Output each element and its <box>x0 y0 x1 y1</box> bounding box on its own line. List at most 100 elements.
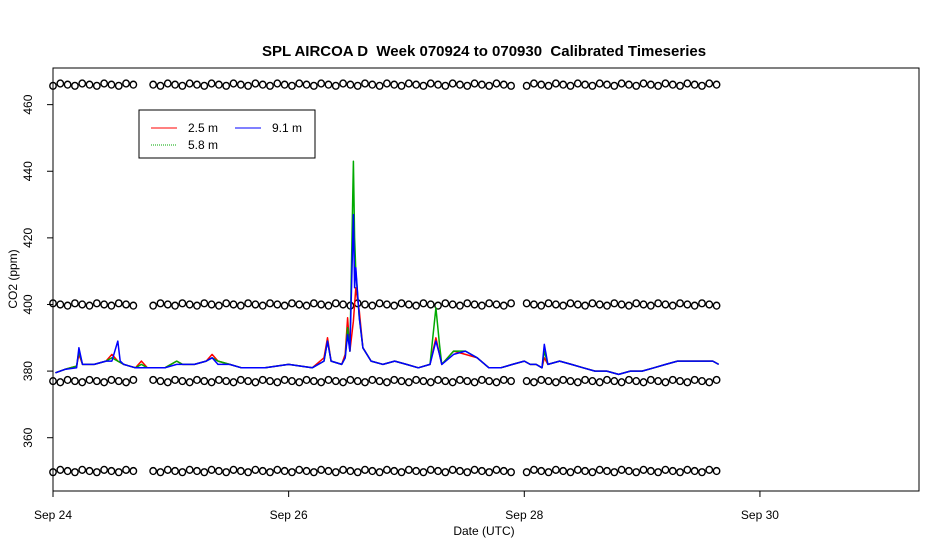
calibration-point <box>544 299 553 308</box>
calibration-point <box>698 468 706 477</box>
calibration-point <box>456 301 464 310</box>
calibration-point <box>698 81 706 90</box>
calibration-point <box>499 375 508 385</box>
calibration-point <box>485 299 494 308</box>
legend-box <box>138 109 316 159</box>
calibration-point <box>617 465 626 474</box>
calibration-point <box>412 466 421 476</box>
calibration-point <box>149 80 158 89</box>
calibration-point <box>339 79 347 88</box>
calibration-point <box>361 300 369 309</box>
calibration-point <box>129 301 138 310</box>
x-tick-label: Sep 28 <box>505 508 543 522</box>
calibration-point <box>588 376 597 386</box>
calibration-point <box>295 300 304 309</box>
calibration-point <box>492 378 501 387</box>
calibration-point <box>397 468 406 477</box>
calibration-point <box>266 468 274 477</box>
calibration-point <box>149 301 158 310</box>
calibration-point <box>236 301 245 310</box>
calibration-point <box>368 466 377 476</box>
calibration-point <box>236 466 245 476</box>
calibration-point <box>559 466 568 476</box>
series-line-9.1m <box>55 213 720 376</box>
calibration-point <box>273 300 282 309</box>
calibration-point <box>266 376 274 386</box>
calibration-point <box>353 376 362 386</box>
calibration-point <box>100 79 109 88</box>
calibration-point <box>485 81 494 90</box>
calibration-point <box>309 468 318 477</box>
calibration-point <box>522 81 531 90</box>
calibration-point <box>156 299 165 308</box>
calibration-point <box>361 378 369 387</box>
calibration-point <box>698 299 706 308</box>
calibration-point <box>339 300 347 309</box>
calibration-point <box>639 465 648 474</box>
calibration-point <box>302 466 311 476</box>
calibration-point <box>632 81 641 90</box>
calibration-point <box>383 79 391 88</box>
calibration-point <box>163 79 172 88</box>
calibration-point <box>375 376 384 386</box>
calibration-point <box>78 378 87 387</box>
calibration-point <box>49 299 57 308</box>
calibration-point <box>222 299 231 308</box>
calibration-point <box>251 378 260 387</box>
calibration-point <box>78 465 87 474</box>
calibration-point <box>178 376 187 386</box>
series-line-5.8m <box>55 160 720 376</box>
calibration-point <box>266 299 274 308</box>
calibration-point <box>288 81 296 90</box>
calibration-point <box>78 79 87 88</box>
calibration-point <box>207 79 216 88</box>
calibration-point <box>610 81 619 90</box>
calibration-point <box>566 468 575 477</box>
calibration-point <box>632 468 641 477</box>
calibration-point <box>404 79 413 88</box>
calibration-point <box>661 300 670 309</box>
calibration-point <box>448 465 457 474</box>
calibration-point <box>114 81 123 90</box>
calibration-point <box>331 376 340 386</box>
calibration-point <box>390 301 399 310</box>
calibration-point <box>129 80 138 89</box>
calibration-point <box>434 466 442 476</box>
calibration-point <box>85 80 94 89</box>
calibration-point <box>499 80 508 89</box>
calibration-point <box>383 378 391 387</box>
calibration-point <box>537 301 546 310</box>
calibration-point <box>193 80 201 89</box>
y-tick-label: 440 <box>21 161 35 181</box>
calibration-point <box>646 466 655 476</box>
calibration-point <box>448 378 457 387</box>
calibration-point <box>434 80 442 89</box>
calibration-point <box>85 301 94 310</box>
calibration-point <box>566 81 575 90</box>
calibration-point <box>530 378 538 387</box>
calibration-point <box>100 465 109 474</box>
calibration-point <box>317 465 326 474</box>
calibration-point <box>346 80 355 89</box>
calibration-point <box>661 465 670 474</box>
calibration-point <box>551 300 560 309</box>
calibration-point <box>551 378 560 387</box>
calibration-point <box>412 375 421 385</box>
calibration-point <box>185 378 194 387</box>
calibration-point <box>499 301 508 310</box>
calibration-point <box>573 465 582 474</box>
calibration-point <box>625 80 633 89</box>
calibration-point <box>56 378 65 387</box>
calibration-point <box>114 299 123 308</box>
calibration-point <box>185 79 194 88</box>
calibration-point <box>676 299 684 308</box>
calibration-point <box>507 299 515 308</box>
calibration-point <box>404 378 413 387</box>
calibration-point <box>331 299 340 308</box>
y-tick-label: 420 <box>21 228 35 248</box>
calibration-point <box>603 301 611 310</box>
calibration-point <box>383 465 391 474</box>
marker-layer <box>49 79 721 477</box>
calibration-point <box>595 465 604 474</box>
calibration-point <box>273 465 282 474</box>
